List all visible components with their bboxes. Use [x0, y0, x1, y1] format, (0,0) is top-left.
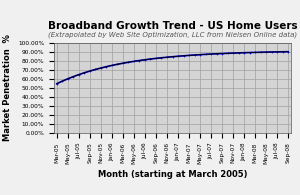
Y-axis label: Market Penetration  %: Market Penetration % — [4, 34, 13, 141]
X-axis label: Month (starting at March 2005): Month (starting at March 2005) — [98, 170, 247, 179]
Title: Broadband Growth Trend - US Home Users: Broadband Growth Trend - US Home Users — [48, 21, 297, 31]
Text: (Extrapolated by Web Site Optimization, LLC from Nielsen Online data): (Extrapolated by Web Site Optimization, … — [48, 31, 297, 38]
